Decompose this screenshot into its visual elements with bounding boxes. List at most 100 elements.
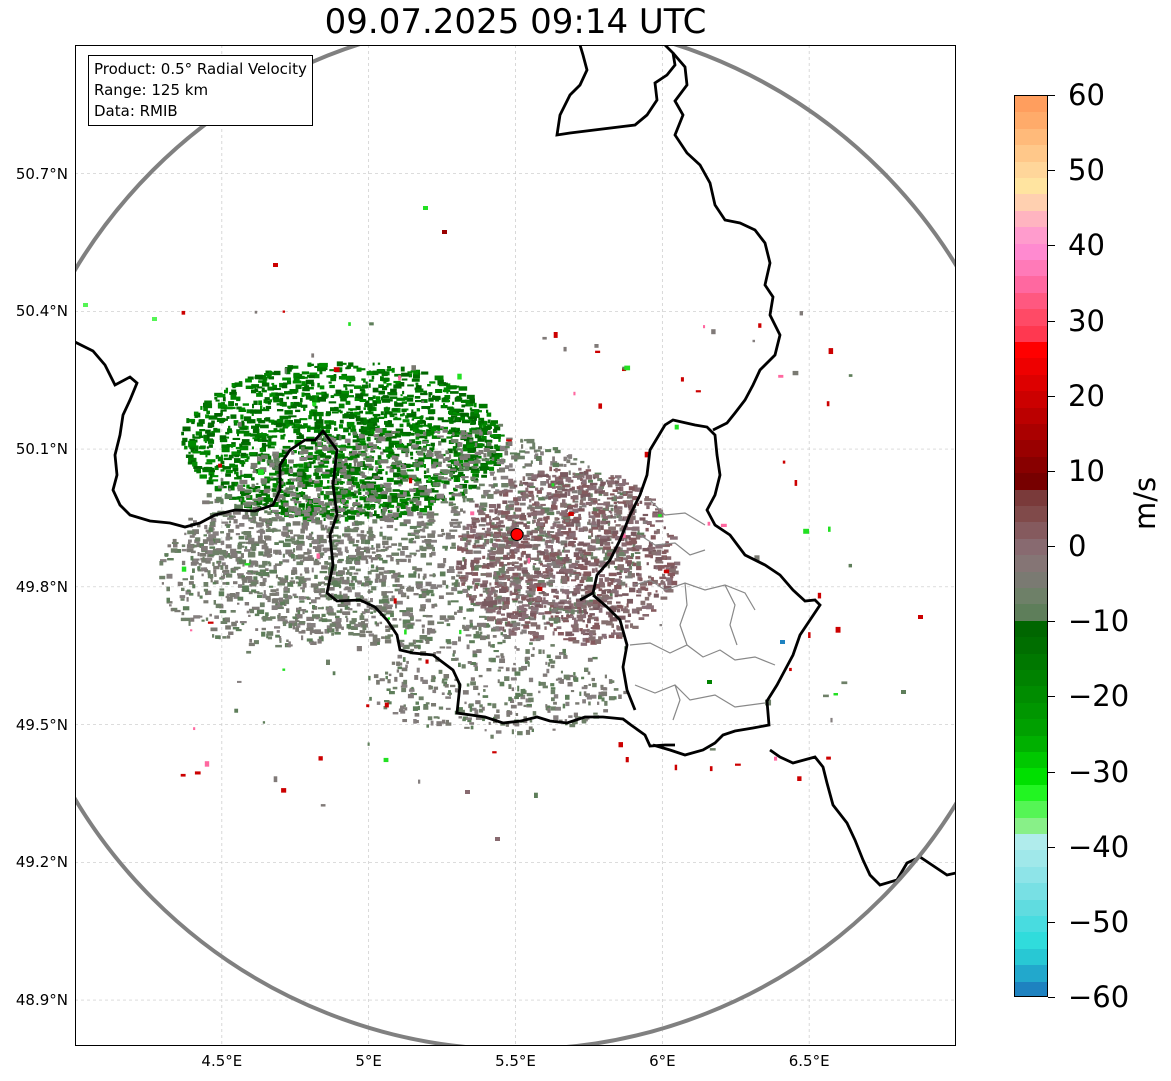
echo-pixel <box>186 548 194 553</box>
echo-pixel <box>240 474 245 477</box>
echo-pixel <box>336 361 343 367</box>
echo-pixel <box>611 623 615 628</box>
echo-pixel <box>188 440 197 446</box>
echo-pixel <box>394 578 400 583</box>
echo-pixel <box>280 423 286 427</box>
echo-pixel <box>273 428 278 432</box>
echo-pixel <box>208 541 214 546</box>
echo-pixel <box>322 503 327 507</box>
echo-pixel <box>357 451 362 455</box>
echo-pixel <box>656 529 660 534</box>
echo-pixel <box>244 549 251 552</box>
echo-pixel <box>588 515 596 518</box>
echo-pixel <box>299 456 307 461</box>
echo-pixel <box>432 604 438 607</box>
echo-pixel <box>424 435 428 440</box>
echo-pixel <box>252 548 256 551</box>
echo-pixel <box>204 440 207 444</box>
echo-pixel <box>618 515 623 520</box>
echo-pixel <box>238 425 247 428</box>
echo-pixel <box>458 472 464 476</box>
radar-map[interactable] <box>75 45 956 1046</box>
echo-pixel <box>338 435 342 441</box>
echo-pixel <box>240 490 246 495</box>
echo-pixel <box>365 381 368 385</box>
echo-pixel <box>211 479 219 482</box>
echo-pixel <box>385 635 391 640</box>
echo-pixel <box>384 399 393 402</box>
echo-pixel <box>408 585 411 588</box>
echo-pixel <box>414 535 420 539</box>
echo-pixel <box>414 567 423 572</box>
echo-pixel <box>625 560 632 564</box>
echo-pixel <box>524 482 533 486</box>
echo-pixel <box>523 704 527 708</box>
echo-pixel <box>356 603 361 607</box>
echo-pixel <box>338 445 345 448</box>
echo-pixel <box>531 474 539 479</box>
echo-pixel <box>331 442 338 446</box>
echo-pixel <box>434 498 440 501</box>
echo-pixel <box>503 582 507 587</box>
echo-pixel <box>280 434 285 440</box>
echo-pixel <box>471 441 478 446</box>
echo-pixel <box>406 497 411 501</box>
echo-pixel <box>616 496 623 499</box>
echo-pixel <box>606 535 614 538</box>
echo-pixel <box>492 543 498 548</box>
echo-pixel <box>188 457 191 461</box>
echo-pixel <box>560 540 568 546</box>
echo-pixel <box>267 386 275 391</box>
echo-pixel <box>317 423 324 429</box>
echo-pixel <box>266 633 269 639</box>
echo-pixel <box>200 567 205 572</box>
echo-pixel <box>515 594 520 599</box>
echo-pixel <box>365 411 374 415</box>
echo-pixel <box>267 511 272 515</box>
echo-pixel <box>263 540 267 546</box>
echo-pixel <box>346 384 355 387</box>
echo-pixel <box>582 544 588 547</box>
echo-pixel <box>537 473 543 478</box>
echo-pixel <box>623 568 630 573</box>
echo-pixel <box>251 413 254 416</box>
echo-pixel <box>370 547 375 550</box>
echo-pixel <box>549 495 556 499</box>
echo-pixel <box>580 496 586 501</box>
echo-pixel <box>436 493 445 499</box>
echo-pixel <box>497 510 504 515</box>
echo-pixel <box>247 570 255 574</box>
echo-pixel <box>415 639 423 643</box>
echo-pixel <box>648 542 653 547</box>
echo-pixel <box>306 577 311 581</box>
echo-pixel <box>451 475 460 478</box>
echo-pixel <box>589 599 597 603</box>
echo-pixel <box>596 519 601 525</box>
echo-pixel <box>252 429 260 434</box>
echo-pixel <box>292 625 296 630</box>
echo-pixel <box>308 375 315 379</box>
echo-pixel <box>327 578 336 582</box>
echo-pixel <box>555 611 560 614</box>
echo-pixel <box>599 541 604 547</box>
echo-pixel <box>420 553 427 558</box>
echo-pixel <box>448 566 454 569</box>
echo-pixel <box>415 382 419 385</box>
echo-pixel <box>282 423 290 427</box>
echo-pixel <box>571 490 578 494</box>
echo-pixel <box>287 380 292 385</box>
echo-pixel <box>356 436 361 441</box>
echo-pixel <box>354 560 361 565</box>
echo-pixel <box>532 544 539 548</box>
echo-pixel <box>493 626 501 632</box>
echo-pixel <box>457 547 464 551</box>
echo-pixel <box>515 497 522 502</box>
echo-pixel <box>434 450 442 454</box>
echo-pixel <box>606 504 614 507</box>
echo-pixel <box>301 381 306 387</box>
echo-pixel <box>499 626 503 631</box>
echo-pixel <box>214 573 217 577</box>
echo-pixel <box>242 580 245 586</box>
echo-pixel <box>198 446 206 450</box>
echo-pixel <box>216 417 226 423</box>
